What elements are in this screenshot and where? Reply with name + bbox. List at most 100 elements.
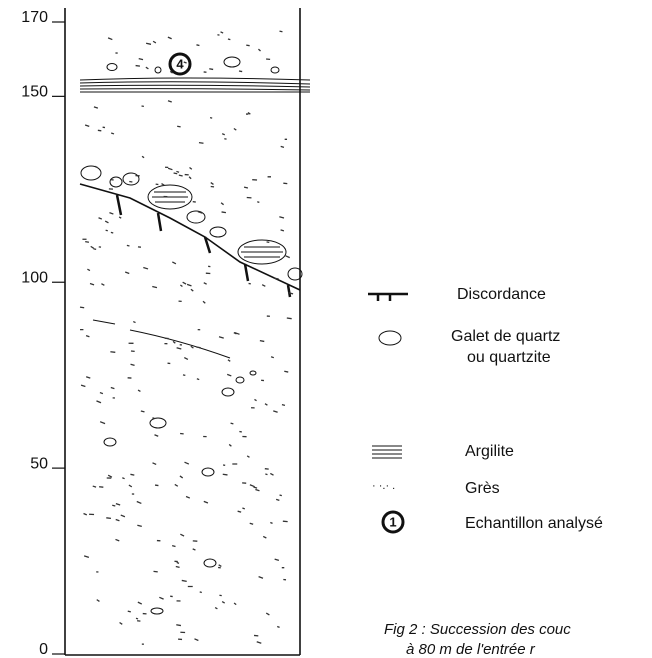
legend-sample-number: 1	[389, 514, 396, 529]
sand-dot	[159, 597, 163, 599]
sand-dot	[260, 341, 264, 342]
sand-dot	[287, 318, 292, 319]
axis-label: 100	[21, 269, 48, 286]
sand-dots	[80, 31, 293, 644]
sand-dot	[121, 515, 125, 517]
sand-dot	[244, 187, 248, 188]
sand-dot	[222, 602, 225, 604]
sand-dot	[84, 556, 89, 558]
sand-dot	[138, 602, 142, 604]
sand-dot	[193, 549, 196, 550]
sand-dot	[93, 486, 96, 487]
sand-dot	[271, 357, 274, 358]
sand-dot	[228, 360, 230, 362]
sand-dot	[215, 608, 217, 609]
sand-dot	[180, 285, 182, 287]
pebbles	[81, 57, 302, 614]
sand-dot	[100, 422, 105, 424]
sand-dot	[254, 399, 256, 400]
sand-dot	[197, 379, 199, 380]
sand-dot	[274, 278, 278, 279]
sand-dot	[116, 504, 120, 505]
legend-clay-symbol	[372, 446, 402, 458]
sand-dot	[110, 179, 114, 180]
sand-dot	[173, 341, 175, 343]
sand-dot	[85, 125, 89, 126]
sand-dot	[87, 269, 90, 270]
sand-dot	[138, 390, 140, 391]
sand-dot	[172, 262, 176, 264]
sand-dot	[115, 539, 119, 540]
caption-line: à 80 m de l'entrée r	[406, 641, 536, 658]
sand-dot	[247, 456, 249, 457]
sand-dot	[200, 592, 202, 593]
sand-dot	[270, 522, 272, 523]
sand-dot	[105, 221, 108, 223]
sand-dot	[196, 347, 200, 348]
sand-dot	[258, 49, 260, 51]
sand-dot	[191, 289, 193, 291]
axis-label: 50	[30, 455, 48, 472]
sand-dot	[185, 462, 189, 464]
sand-dot	[280, 495, 282, 496]
legend-discordance-symbol	[368, 294, 408, 301]
caption-line: Fig 2 : Succession des couc	[384, 621, 571, 638]
sand-dot	[265, 474, 267, 475]
sand-dot	[111, 232, 113, 233]
sand-dot	[262, 285, 265, 287]
sand-dot	[223, 474, 228, 475]
sand-dot	[122, 478, 124, 479]
sand-dot	[286, 256, 290, 258]
page: {"axis": {"ticks": [170, 150, 100, 50, 0…	[0, 0, 652, 658]
sand-dot	[179, 175, 183, 176]
sand-dot	[143, 268, 148, 269]
sand-dot	[265, 404, 267, 406]
sand-dot	[154, 435, 158, 437]
legend-label: Grès	[465, 480, 500, 497]
legend-label: Galet de quartz	[451, 328, 560, 345]
legend-label: Discordance	[457, 286, 546, 303]
sand-dot	[246, 45, 249, 46]
sand-dot	[255, 490, 259, 491]
sand-dot	[101, 284, 104, 286]
sand-dot	[120, 623, 123, 625]
sand-dot	[100, 393, 103, 394]
legend-label: Argilite	[465, 443, 514, 460]
sand-dot	[176, 566, 180, 567]
sand-dot	[110, 352, 115, 353]
sand-dot	[176, 171, 179, 172]
sand-dot	[152, 418, 154, 419]
sand-dot	[84, 513, 87, 514]
sand-dot	[196, 45, 199, 46]
sand-dot	[242, 508, 244, 509]
sand-dot	[282, 405, 285, 406]
sand-dot	[129, 181, 132, 182]
axis-label: 0	[39, 641, 48, 658]
sand-dot	[203, 301, 205, 303]
stratigraphic-log: 4 · ·.· . 1 Discordance Galet de quartz	[0, 0, 652, 658]
sand-dot	[211, 183, 214, 185]
sand-dot	[279, 217, 284, 218]
sand-dot	[276, 499, 279, 500]
sand-dot	[180, 534, 184, 536]
sand-dot	[177, 348, 182, 349]
sand-dot	[222, 212, 226, 213]
sand-dot	[86, 336, 89, 337]
sand-dot	[85, 242, 89, 243]
sand-dot	[136, 66, 140, 67]
sand-dot	[275, 559, 279, 560]
sand-dot	[125, 272, 129, 273]
sand-dot	[86, 377, 90, 378]
sand-dot	[228, 39, 230, 40]
sand-dot	[141, 411, 145, 412]
sand-dot	[191, 346, 194, 348]
sand-dot	[116, 520, 120, 521]
sand-dot	[131, 364, 135, 365]
sand-dot	[112, 505, 115, 506]
sand-dot	[221, 32, 224, 33]
sand-dot	[174, 173, 178, 174]
sand-dot	[146, 43, 151, 44]
legend-label: Echantillon analysé	[465, 515, 603, 532]
sand-dot	[106, 518, 111, 519]
sand-dot	[94, 107, 98, 108]
